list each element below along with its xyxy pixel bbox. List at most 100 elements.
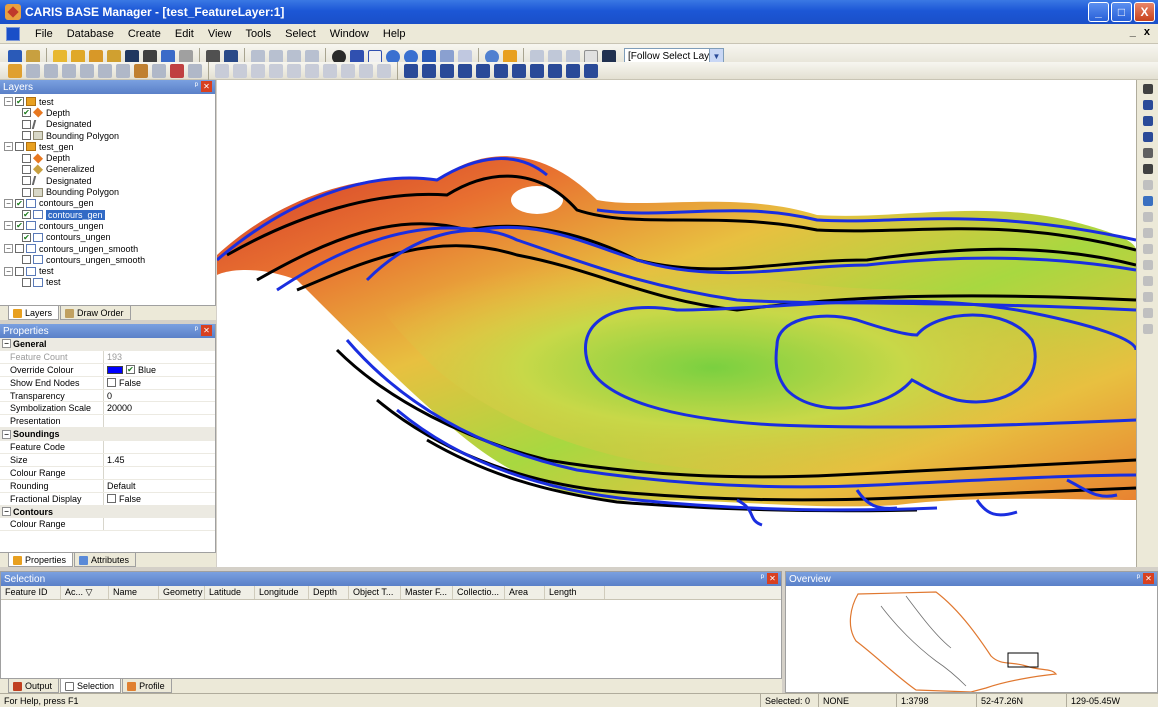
layer-row[interactable]: Designated (0, 119, 215, 130)
column-header[interactable]: Object T... (349, 586, 401, 599)
menu-database[interactable]: Database (66, 27, 114, 40)
property-value[interactable] (104, 518, 215, 530)
draw-tool-icon[interactable] (233, 63, 247, 78)
tool-icon[interactable] (1142, 308, 1153, 318)
layer-icon[interactable] (224, 49, 238, 64)
property-row[interactable]: Symbolization Scale 20000 (0, 402, 215, 416)
layer-visibility-checkbox[interactable] (22, 164, 31, 174)
tool-icon[interactable] (1142, 260, 1153, 270)
column-header[interactable]: Length (545, 586, 605, 599)
tool-icon[interactable] (1142, 228, 1153, 238)
feature-tool-icon[interactable] (440, 63, 454, 78)
new-icon[interactable] (8, 49, 22, 64)
property-section[interactable]: − Soundings (0, 428, 215, 442)
close-button[interactable]: X (1134, 2, 1155, 22)
select-icon[interactable] (566, 49, 580, 64)
column-header[interactable]: Area (505, 586, 545, 599)
layer-row[interactable]: ✔ Depth (0, 107, 215, 118)
draw-tool-icon[interactable] (359, 63, 373, 78)
pin-icon[interactable]: ᵖ (760, 572, 764, 582)
tab-draw-order[interactable]: Draw Order (60, 306, 131, 320)
layer-visibility-checkbox[interactable] (22, 119, 31, 129)
layer-row[interactable]: Designated (0, 175, 215, 186)
line-tool-icon[interactable] (1142, 116, 1153, 126)
open-folder-icon[interactable] (53, 49, 67, 64)
chevron-down-icon[interactable]: ▼ (709, 48, 723, 65)
layer-row[interactable]: Bounding Polygon (0, 186, 215, 197)
close-icon[interactable]: ✕ (201, 325, 212, 336)
property-row[interactable]: Override Colour ✔ Blue (0, 363, 215, 377)
draw-tool-icon[interactable] (323, 63, 337, 78)
layer-row[interactable]: − ✔ test (0, 96, 215, 107)
tree-expander-icon[interactable]: − (4, 142, 13, 152)
paint-tool-icon[interactable] (1142, 84, 1153, 94)
layer-visibility-checkbox[interactable] (22, 255, 31, 265)
tool-icon[interactable] (1142, 212, 1153, 222)
star-tool-icon[interactable] (1142, 100, 1153, 110)
layer-row[interactable]: ✔ contours_gen (0, 209, 215, 220)
property-value[interactable]: ✔ Blue (104, 364, 215, 376)
menu-create[interactable]: Create (127, 27, 161, 40)
layer-row[interactable]: − ✔ contours_gen (0, 198, 215, 209)
edit-tool-icon[interactable] (188, 63, 202, 78)
layer-visibility-checkbox[interactable]: ✔ (15, 198, 24, 208)
tool-icon[interactable] (1142, 292, 1153, 302)
close-icon[interactable]: ✕ (767, 573, 778, 584)
column-header[interactable]: Ac... ▽ (61, 586, 109, 599)
property-row[interactable]: Size 1.45 (0, 454, 215, 467)
layer-visibility-checkbox[interactable] (22, 176, 31, 186)
overview-map[interactable] (786, 586, 1157, 693)
feature-tool-icon[interactable] (512, 63, 526, 78)
pin-icon[interactable]: ᵖ (1136, 572, 1140, 582)
mdi-close-button[interactable]: x (1143, 26, 1150, 38)
menu-file[interactable]: File (35, 27, 53, 40)
edit-tool-icon[interactable] (44, 63, 58, 78)
close-icon[interactable]: ✕ (201, 81, 212, 92)
menu-edit[interactable]: Edit (174, 27, 194, 40)
node-tool-icon[interactable] (1142, 164, 1153, 174)
pin-icon[interactable]: ᵖ (194, 324, 198, 334)
layer-visibility-checkbox[interactable]: ✔ (22, 232, 31, 242)
menu-tools[interactable]: Tools (245, 27, 272, 40)
property-row[interactable]: Feature Code (0, 441, 215, 455)
close-icon[interactable]: ✕ (1143, 573, 1154, 584)
draw-tool-icon[interactable] (269, 63, 283, 78)
property-value[interactable]: 20000 (104, 402, 215, 414)
draw-tool-icon[interactable] (305, 63, 319, 78)
overview-viewport[interactable] (1007, 652, 1039, 668)
zoom-area-icon[interactable] (350, 49, 364, 64)
save-all-icon[interactable] (143, 49, 157, 64)
column-header[interactable]: Name (109, 586, 159, 599)
layer-row[interactable]: Depth (0, 152, 215, 164)
undo-icon[interactable] (161, 49, 175, 64)
open-icon[interactable] (26, 49, 40, 64)
feature-tool-icon[interactable] (404, 63, 418, 78)
menu-view[interactable]: View (207, 27, 232, 40)
tab-attributes[interactable]: Attributes (74, 553, 137, 567)
property-value[interactable] (104, 415, 215, 427)
property-checkbox[interactable] (107, 494, 116, 504)
menu-window[interactable]: Window (329, 27, 369, 40)
property-value[interactable]: 193 (104, 351, 215, 363)
draw-tool-icon[interactable] (341, 63, 355, 78)
feature-tool-icon[interactable] (422, 63, 436, 78)
draw-tool-icon[interactable] (215, 63, 229, 78)
tab-layers[interactable]: Layers (8, 306, 60, 320)
property-value[interactable]: 1.45 (104, 454, 215, 466)
tree-expander-icon[interactable]: − (4, 198, 13, 208)
edit-tool-icon[interactable] (134, 63, 148, 78)
property-row[interactable]: Colour Range (0, 466, 215, 480)
property-value[interactable]: False (104, 493, 215, 505)
section-collapse-icon[interactable]: − (2, 339, 11, 349)
tree-expander-icon[interactable]: − (4, 244, 13, 253)
property-value[interactable] (104, 441, 215, 453)
section-collapse-icon[interactable]: − (2, 507, 11, 517)
pin-icon[interactable]: ᵖ (194, 80, 198, 90)
layer-visibility-checkbox[interactable]: ✔ (22, 210, 31, 220)
property-row[interactable]: Feature Count 193 (0, 350, 215, 364)
feature-tool-icon[interactable] (458, 63, 472, 78)
draw-tool-icon[interactable] (287, 63, 301, 78)
tab-selection[interactable]: Selection (60, 679, 122, 693)
layer-visibility-checkbox[interactable] (15, 142, 24, 152)
layer-visibility-checkbox[interactable] (15, 266, 24, 276)
